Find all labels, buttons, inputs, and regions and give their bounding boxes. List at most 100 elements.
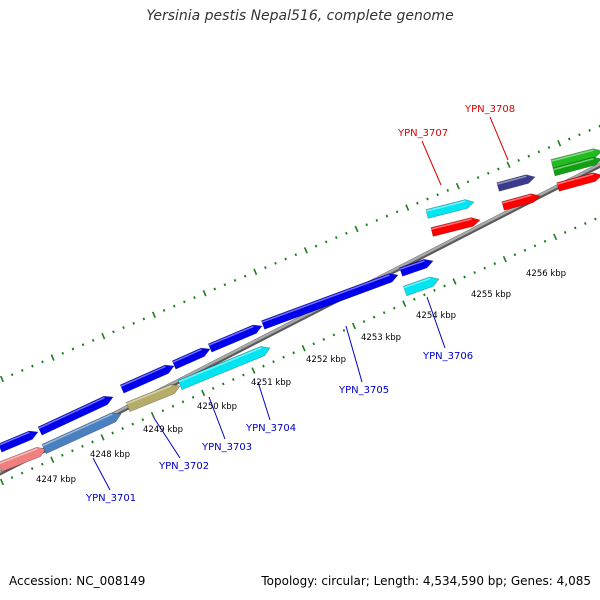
gene-ypn-3706[interactable] [402, 276, 440, 297]
minor-tick [527, 154, 531, 158]
gene-blue-4[interactable] [171, 347, 211, 370]
minor-tick [20, 368, 24, 372]
gene-arrow-sheen [178, 347, 262, 383]
minor-tick [10, 373, 14, 377]
minor-tick [345, 231, 348, 235]
minor-tick [385, 214, 389, 218]
gene-label-ypn-3708[interactable]: YPN_3708 [464, 104, 515, 115]
gene-label-ypn-3701[interactable]: YPN_3701 [85, 493, 136, 504]
gene-pink[interactable] [0, 446, 47, 473]
gene-label-ypn-3703[interactable]: YPN_3703 [201, 442, 252, 453]
minor-tick [213, 287, 217, 291]
major-tick [557, 140, 562, 147]
minor-tick [211, 386, 215, 390]
minor-tick [30, 467, 34, 471]
minor-tick [132, 321, 135, 325]
minor-tick [231, 378, 235, 381]
gene-ypn-3705[interactable] [261, 273, 399, 330]
scale-label: 4248 kbp [90, 450, 130, 460]
minor-tick [242, 373, 245, 377]
minor-tick [365, 223, 368, 227]
minor-tick [332, 333, 336, 337]
gene-arrow-sheen [502, 194, 532, 204]
gene-label-ypn-3705[interactable]: YPN_3705 [338, 385, 389, 396]
gene-blue-7[interactable] [399, 258, 434, 277]
gene-arrow-body [125, 384, 181, 412]
minor-tick [382, 311, 386, 315]
minor-tick [594, 217, 597, 221]
minor-tick [547, 146, 551, 150]
gene-arrow-body [496, 174, 536, 192]
major-tick [502, 255, 507, 263]
gene-arrow-sheen [0, 448, 38, 464]
minor-tick [486, 171, 490, 175]
gene-label-ypn-3707[interactable]: YPN_3707 [397, 128, 448, 139]
gene-arrow-sheen [553, 157, 594, 171]
gene-label-ypn-3704[interactable]: YPN_3704 [245, 423, 296, 434]
minor-tick [221, 382, 225, 386]
minor-tick [578, 133, 581, 137]
gene-green-upper[interactable] [550, 148, 600, 169]
gene-ypn-3702[interactable] [125, 384, 181, 412]
minor-tick [272, 360, 275, 364]
gene-blue-1[interactable] [0, 430, 39, 453]
minor-tick [563, 230, 567, 234]
minor-tick [20, 471, 24, 475]
major-tick [151, 311, 156, 318]
gene-arrow-body [171, 347, 211, 370]
scale-label: 4251 kbp [251, 378, 291, 388]
gene-red-edge[interactable] [556, 172, 600, 192]
minor-tick [523, 248, 527, 252]
gene-label-ypn-3702[interactable]: YPN_3702 [158, 461, 209, 472]
gene-arrow-sheen [172, 348, 202, 363]
major-tick [301, 345, 306, 352]
minor-tick [191, 395, 195, 399]
gene-ypn-3708-lower[interactable] [501, 193, 541, 211]
gene-ypn-3701[interactable] [41, 412, 122, 454]
scale-label: 4253 kbp [361, 333, 401, 343]
minor-tick [497, 167, 500, 171]
gene-ypn-3707-upper[interactable] [425, 199, 475, 219]
scale-labels: 4247 kbp 4248 kbp 4249 kbp 4250 kbp 4251… [36, 269, 566, 485]
major-tick [50, 456, 55, 463]
minor-tick [322, 337, 326, 341]
gene-arrow-sheen [42, 413, 113, 447]
major-tick [405, 204, 410, 211]
major-tick [0, 478, 5, 486]
minor-tick [61, 453, 64, 457]
gene-blue-3[interactable] [119, 364, 175, 394]
gene-ypn-3703-04[interactable] [177, 346, 271, 390]
gene-arrow-sheen [551, 149, 594, 162]
minor-tick [91, 440, 94, 444]
minor-tick [10, 476, 14, 480]
gene-label-ypn-3706[interactable]: YPN_3706 [422, 351, 473, 362]
major-tick [351, 322, 357, 330]
leader-ypn-3708 [489, 116, 509, 161]
gene-arrow-body [41, 412, 122, 454]
minor-tick [121, 427, 124, 430]
gene-arrow-sheen [497, 175, 527, 185]
scale-label: 4255 kbp [471, 290, 511, 300]
gene-ypn-3707-lower[interactable] [430, 217, 481, 237]
major-tick [452, 278, 457, 285]
minor-tick [61, 351, 65, 355]
minor-tick [172, 304, 176, 308]
gene-green-lower[interactable] [552, 156, 600, 177]
major-tick [402, 300, 407, 307]
minor-tick [142, 317, 146, 321]
scale-label: 4247 kbp [36, 475, 76, 485]
major-tick [202, 290, 207, 297]
minor-tick [426, 197, 429, 201]
minor-tick [81, 444, 84, 448]
minor-tick [588, 128, 591, 132]
major-tick [201, 389, 206, 397]
gene-blue-5[interactable] [207, 324, 263, 353]
gene-blue-2[interactable] [37, 395, 114, 436]
gene-features [0, 148, 600, 473]
gene-ypn-3708-upper[interactable] [496, 174, 536, 192]
major-tick [50, 354, 55, 361]
minor-tick [583, 222, 587, 225]
leader-ypn-3706 [426, 296, 446, 349]
leader-ypn-3705 [345, 325, 363, 383]
